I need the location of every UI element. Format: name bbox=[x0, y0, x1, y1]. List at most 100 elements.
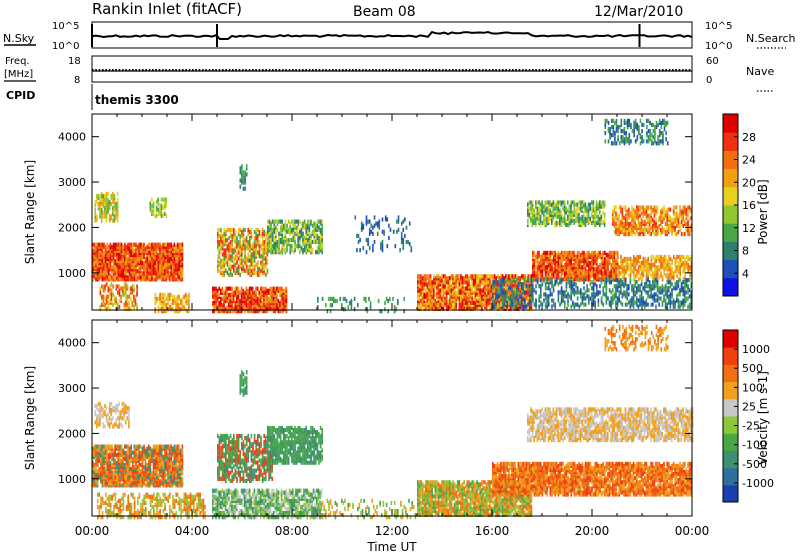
range-cell bbox=[428, 280, 430, 285]
range-cell bbox=[532, 273, 534, 278]
range-cell bbox=[629, 227, 632, 233]
range-cell bbox=[658, 215, 660, 220]
range-cell bbox=[656, 209, 659, 214]
range-cell bbox=[610, 277, 612, 282]
range-cell bbox=[221, 234, 224, 239]
range-cell bbox=[236, 238, 238, 243]
range-cell bbox=[123, 282, 126, 287]
range-cell bbox=[318, 219, 320, 224]
range-cell bbox=[444, 296, 446, 301]
nave-point bbox=[472, 69, 474, 71]
range-cell bbox=[313, 237, 315, 243]
range-cell bbox=[272, 296, 275, 301]
range-cell bbox=[242, 227, 245, 233]
range-cell bbox=[135, 242, 137, 247]
range-cell bbox=[621, 213, 624, 218]
range-cell bbox=[632, 221, 635, 226]
range-cell bbox=[644, 219, 646, 224]
nave-point bbox=[188, 69, 191, 71]
range-cell bbox=[255, 227, 257, 233]
range-cell bbox=[581, 218, 583, 223]
range-cell bbox=[218, 234, 221, 239]
range-cell bbox=[104, 206, 106, 211]
range-cell bbox=[578, 250, 580, 255]
range-cell bbox=[656, 232, 659, 237]
range-cell bbox=[133, 248, 136, 253]
range-cell bbox=[146, 244, 148, 249]
range-cell bbox=[151, 273, 153, 278]
nave-series bbox=[92, 69, 691, 71]
range-cell bbox=[284, 294, 286, 299]
range-cell bbox=[484, 288, 486, 293]
range-cell bbox=[178, 303, 181, 308]
range-cell bbox=[503, 276, 505, 281]
range-cell bbox=[536, 267, 539, 272]
range-cell bbox=[229, 307, 232, 312]
range-cell bbox=[228, 252, 230, 257]
range-cell bbox=[581, 259, 584, 264]
range-cell bbox=[245, 294, 248, 299]
range-cell bbox=[652, 223, 654, 228]
range-cell bbox=[151, 203, 153, 208]
range-cell bbox=[535, 254, 537, 260]
range-cell bbox=[562, 206, 564, 211]
range-cell bbox=[469, 274, 472, 279]
range-cell bbox=[178, 294, 181, 299]
range-cell bbox=[367, 237, 369, 243]
range-cell bbox=[123, 302, 126, 307]
range-cell bbox=[447, 298, 449, 303]
range-cell bbox=[321, 248, 323, 253]
range-cell bbox=[107, 294, 110, 299]
range-cell bbox=[112, 302, 114, 307]
range-cell bbox=[218, 240, 221, 245]
range-cell bbox=[594, 214, 596, 219]
range-cell bbox=[544, 250, 547, 255]
range-cell bbox=[241, 234, 243, 239]
range-cell bbox=[595, 204, 598, 209]
range-cell bbox=[672, 217, 675, 222]
nave-point bbox=[92, 69, 94, 71]
range-cell bbox=[217, 268, 219, 273]
range-cell bbox=[656, 225, 659, 230]
nave-point bbox=[638, 69, 641, 71]
nave-point bbox=[108, 69, 111, 71]
range-cell bbox=[562, 265, 564, 270]
range-cell bbox=[676, 232, 678, 237]
range-cell bbox=[583, 214, 585, 219]
range-cell bbox=[315, 235, 317, 240]
range-cell bbox=[307, 244, 309, 249]
range-cell bbox=[294, 244, 296, 249]
range-cell bbox=[275, 219, 277, 224]
range-cell bbox=[268, 244, 271, 249]
range-cell bbox=[225, 242, 227, 247]
range-cell bbox=[567, 269, 569, 274]
nave-point bbox=[162, 69, 164, 71]
nave-point bbox=[238, 69, 241, 71]
nave-point bbox=[605, 69, 607, 71]
range-cell bbox=[595, 214, 598, 219]
range-cell bbox=[428, 300, 430, 305]
range-cell bbox=[167, 242, 169, 247]
range-cell bbox=[256, 300, 259, 306]
range-cell bbox=[112, 246, 115, 251]
range-cell bbox=[247, 240, 249, 245]
range-cell bbox=[664, 209, 667, 214]
range-cell bbox=[310, 237, 312, 243]
nave-point bbox=[192, 69, 194, 71]
range-cell bbox=[292, 223, 295, 228]
range-cell bbox=[615, 250, 617, 255]
nave-point bbox=[412, 69, 414, 71]
range-cell bbox=[624, 217, 627, 222]
range-cell bbox=[265, 272, 267, 277]
range-cell bbox=[560, 202, 563, 207]
range-cell bbox=[378, 223, 381, 228]
range-cell bbox=[559, 200, 561, 205]
range-cell bbox=[135, 261, 137, 266]
range-cell bbox=[295, 244, 298, 249]
range-cell bbox=[242, 258, 245, 263]
range-cell bbox=[239, 240, 241, 245]
range-cell bbox=[270, 229, 272, 234]
range-cell bbox=[234, 254, 237, 259]
range-cell bbox=[160, 244, 163, 249]
range-cell bbox=[231, 250, 233, 255]
